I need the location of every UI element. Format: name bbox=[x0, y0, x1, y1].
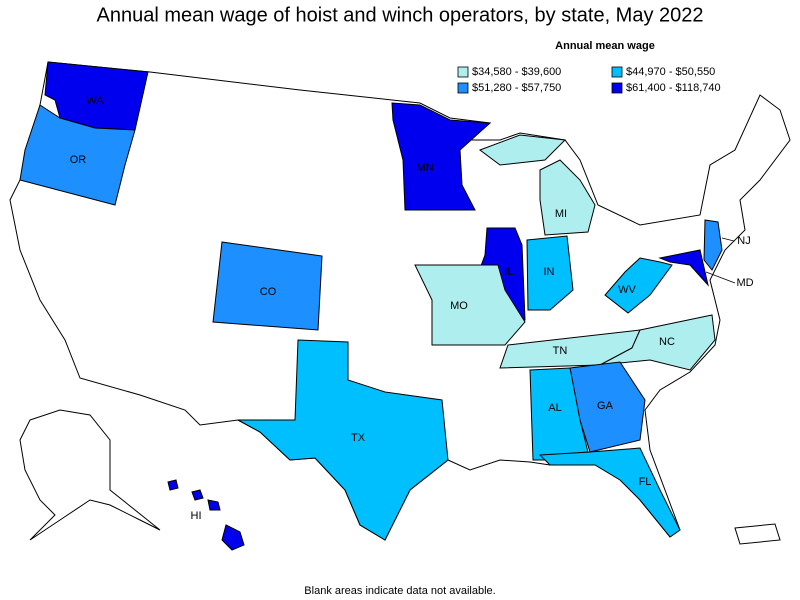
state bbox=[414, 264, 526, 346]
legend-label: $61,400 - $118,740 bbox=[626, 82, 721, 94]
legend-swatch bbox=[611, 66, 623, 78]
legend-label: $34,580 - $39,600 bbox=[472, 66, 561, 78]
states: WA OR CO MN IL IN MI MO TN NC WV NJ MD GA AL FL TX HI bbox=[19, 61, 754, 551]
footnote: Blank areas indicate data not available. bbox=[304, 585, 495, 597]
puerto-rico bbox=[734, 523, 781, 545]
title: Annual mean wage of hoist and winch oper… bbox=[96, 4, 703, 26]
state bbox=[19, 104, 136, 206]
state-label: OR bbox=[70, 154, 87, 166]
state bbox=[212, 241, 323, 331]
state bbox=[526, 235, 574, 311]
state-label: IL bbox=[504, 266, 513, 278]
state bbox=[604, 257, 673, 314]
state bbox=[207, 499, 221, 511]
leader-line bbox=[705, 271, 736, 284]
state-label: GA bbox=[597, 400, 614, 412]
state bbox=[167, 479, 179, 491]
legend-title: Annual mean wage bbox=[555, 40, 655, 52]
legend-swatch bbox=[611, 82, 623, 94]
legend-swatch bbox=[457, 82, 469, 94]
state-label: WA bbox=[86, 95, 104, 107]
state bbox=[539, 159, 596, 236]
leader-line bbox=[721, 237, 735, 242]
state bbox=[391, 102, 492, 211]
state-label: FL bbox=[639, 476, 652, 488]
state bbox=[538, 447, 681, 538]
state-label: TX bbox=[351, 432, 366, 444]
state bbox=[599, 314, 716, 371]
state-label: MD bbox=[736, 277, 753, 289]
state bbox=[478, 134, 567, 166]
legend: $34,580 - $39,600 $44,970 - $50,550 $51,28… bbox=[457, 66, 721, 94]
legend-label: $51,280 - $57,750 bbox=[472, 82, 561, 94]
state-label: HI bbox=[191, 510, 202, 522]
legend-swatch bbox=[457, 66, 469, 78]
legend-label: $44,970 - $50,550 bbox=[626, 66, 715, 78]
state bbox=[237, 339, 449, 541]
state-label: TN bbox=[553, 345, 568, 357]
state-label: NJ bbox=[737, 235, 750, 247]
state bbox=[703, 219, 723, 271]
state-label: NC bbox=[659, 336, 675, 348]
state bbox=[658, 249, 709, 287]
state bbox=[221, 524, 245, 551]
state-label: IN bbox=[544, 266, 555, 278]
state bbox=[191, 489, 204, 501]
state-label: MN bbox=[416, 162, 433, 174]
alaska bbox=[19, 409, 161, 541]
state-label: MI bbox=[555, 208, 567, 220]
state-label: WV bbox=[618, 284, 636, 296]
state-label: MO bbox=[450, 300, 468, 312]
state-label: CO bbox=[260, 286, 277, 298]
state-label: AL bbox=[548, 402, 561, 414]
